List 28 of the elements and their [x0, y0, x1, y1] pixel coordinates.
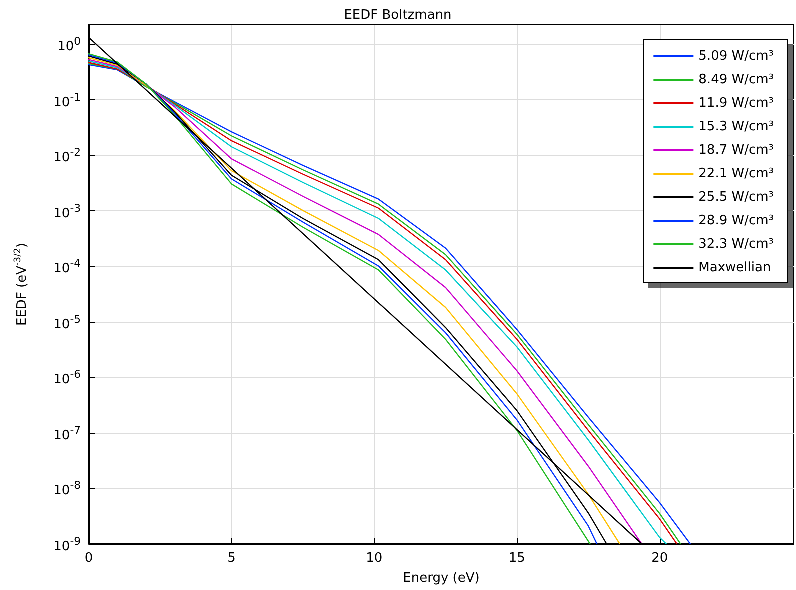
y-tick-label: 10$^{-1}$	[54, 90, 81, 110]
y-axis-title: EEDF (eV-3/2)	[14, 242, 30, 326]
x-tick-label: 20	[652, 551, 668, 566]
legend-label: 15.3 W/cm³	[698, 120, 774, 134]
y-tick-label: 10$^{-4}$	[54, 257, 81, 277]
y-tick-label: 10$^{-2}$	[54, 146, 81, 166]
chart-title: EEDF Boltzmann	[344, 8, 452, 23]
x-tick-label: 5	[228, 551, 236, 566]
y-tick-label: 10$^{-3}$	[54, 202, 81, 221]
y-tick-label: 10$^{-5}$	[54, 312, 81, 332]
legend-label: 18.7 W/cm³	[698, 143, 774, 158]
y-tick-label: 10$^{-8}$	[54, 479, 81, 499]
legend-label: Maxwellian	[698, 260, 772, 276]
legend-label: 25.5 W/cm³	[698, 190, 774, 205]
legend-label: 22.1 W/cm³	[698, 166, 774, 182]
legend-label: 5.09 W/cm³	[698, 49, 774, 64]
x-tick-label: 0	[84, 551, 94, 566]
legend-label: 32.3 W/cm³	[698, 237, 774, 252]
y-tick-label: 10$^{-9}$	[54, 535, 81, 554]
legend-label: 8.49 W/cm³	[698, 72, 774, 88]
x-tick-label: 10	[366, 551, 383, 566]
x-axis-title: Energy (eV)	[403, 571, 480, 586]
y-tick-label: 10$^{0}$	[58, 35, 81, 54]
legend-label: 28.9 W/cm³	[698, 214, 774, 228]
legend-label: 11.9 W/cm³	[698, 96, 774, 111]
y-tick-label: 10$^{-7}$	[54, 424, 81, 444]
x-tick-label: 15	[508, 551, 526, 566]
y-tick-label: 10$^{-6}$	[54, 368, 81, 388]
